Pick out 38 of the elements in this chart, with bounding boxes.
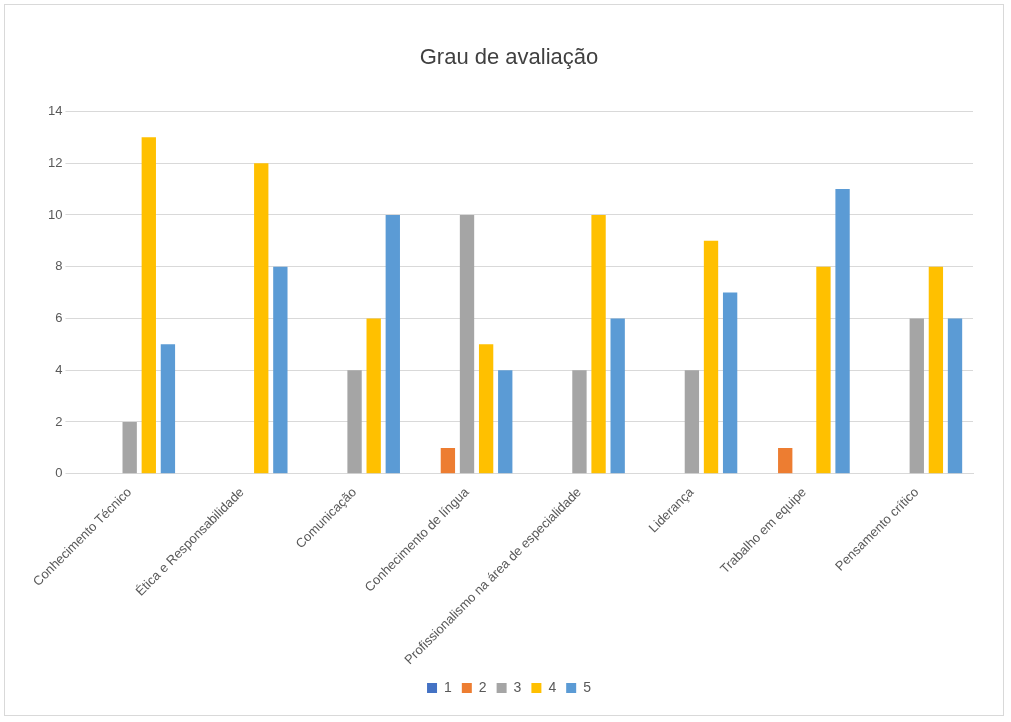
y-tick-label: 0 bbox=[55, 465, 63, 481]
y-tick-label: 6 bbox=[55, 310, 63, 326]
bar bbox=[459, 214, 475, 474]
legend-label: 1 bbox=[444, 678, 453, 695]
y-tick-label: 12 bbox=[47, 154, 63, 170]
bar bbox=[816, 266, 831, 474]
bar bbox=[440, 447, 456, 474]
bar bbox=[835, 189, 850, 474]
bar bbox=[254, 163, 269, 474]
bar bbox=[610, 318, 625, 474]
y-tick-label: 2 bbox=[55, 413, 63, 429]
bar bbox=[778, 447, 793, 474]
bar bbox=[928, 266, 944, 474]
bar bbox=[947, 318, 963, 474]
bar bbox=[572, 370, 587, 474]
bar bbox=[385, 214, 400, 474]
bar bbox=[703, 240, 719, 474]
bar bbox=[722, 292, 738, 474]
y-tick-label: 8 bbox=[55, 258, 63, 274]
bar bbox=[909, 318, 924, 474]
bar bbox=[141, 137, 156, 474]
bar bbox=[366, 318, 381, 474]
legend-label: 3 bbox=[513, 678, 522, 695]
y-tick-label: 14 bbox=[47, 102, 63, 118]
legend-label: 5 bbox=[583, 678, 592, 695]
bar bbox=[122, 422, 137, 474]
bar bbox=[347, 370, 362, 474]
y-tick-label: 10 bbox=[47, 206, 63, 222]
legend-label: 2 bbox=[478, 678, 487, 695]
bar bbox=[591, 214, 606, 474]
bar bbox=[478, 344, 494, 474]
chart-title: Grau de avaliação bbox=[419, 44, 599, 70]
y-tick-label: 4 bbox=[55, 361, 63, 377]
legend-label: 4 bbox=[548, 678, 557, 695]
bar bbox=[498, 370, 513, 474]
bar bbox=[273, 266, 288, 474]
bar bbox=[160, 344, 176, 474]
bar bbox=[684, 370, 700, 474]
